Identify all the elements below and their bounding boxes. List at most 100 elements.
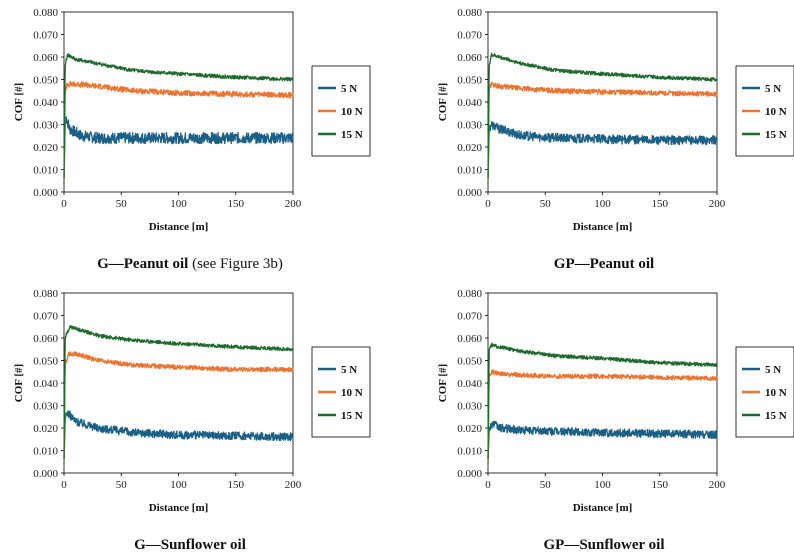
legend-box [735, 65, 794, 157]
series-line-5n [487, 420, 718, 465]
series-line-5n [63, 410, 294, 465]
caption-rest: (see Figure 3b) [188, 256, 283, 272]
y-tick-label: 0.060 [33, 333, 58, 345]
chart-panel-gp-peanut: 0.000 0.010 0.020 0.030 0.040 0.050 0.060 0.070… [424, 0, 794, 270]
x-tick-label: 50 [116, 479, 128, 491]
series-line-10n [63, 351, 294, 462]
y-tick-label: 0.030 [457, 401, 482, 413]
x-tick-label: 50 [540, 198, 552, 210]
x-tick-label: 0 [485, 198, 491, 210]
series-line-15n [487, 52, 718, 179]
caption-bold: GP—Peanut oil [553, 256, 655, 272]
x-tick-label: 100 [170, 198, 187, 210]
legend-label: 5 N [341, 364, 357, 376]
series-line-15n [487, 342, 718, 460]
chart-gp-peanut: 0.000 0.010 0.020 0.030 0.040 0.050 0.060 0.070… [437, 7, 794, 233]
x-tick-label: 100 [170, 479, 187, 491]
series-line-10n [63, 80, 294, 181]
legend-label: 10 N [341, 106, 363, 118]
y-tick-label: 0.060 [457, 52, 482, 64]
y-tick-label: 0.080 [457, 288, 482, 300]
y-tick-label: 0.010 [457, 165, 482, 177]
legend-label: 15 N [765, 410, 787, 422]
y-tick-label: 0.000 [33, 187, 58, 199]
y-tick-label: 0.020 [457, 142, 482, 154]
x-tick-label: 200 [709, 479, 726, 491]
chart-gp-sunflower: 0.000 0.010 0.020 0.030 0.040 0.050 0.060 0.070… [437, 288, 794, 514]
legend-label: 15 N [341, 129, 363, 141]
y-tick-label: 0.070 [457, 30, 482, 42]
y-tick-label: 0.000 [457, 468, 482, 480]
y-tick-label: 0.050 [33, 75, 58, 87]
y-tick-label: 0.040 [457, 97, 482, 109]
legend-label: 5 N [765, 364, 781, 376]
x-tick-label: 200 [285, 198, 302, 210]
y-tick-label: 0.030 [33, 120, 58, 132]
y-axis-label: COF [#] [437, 364, 449, 402]
y-tick-label: 0.050 [33, 356, 58, 368]
y-tick-label: 0.080 [457, 7, 482, 19]
y-axis-label: COF [#] [13, 364, 25, 402]
y-tick-label: 0.060 [457, 333, 482, 345]
series-line-10n [487, 369, 718, 462]
caption-gp-peanut: GP—Peanut oil [414, 256, 794, 273]
x-tick-label: 0 [485, 479, 491, 491]
plot-area [63, 11, 294, 193]
y-tick-label: 0.050 [457, 356, 482, 368]
y-tick-label: 0.020 [33, 423, 58, 435]
legend-label: 10 N [341, 387, 363, 399]
y-axis-label: COF [#] [13, 83, 25, 121]
x-tick-label: 150 [228, 479, 245, 491]
y-tick-label: 0.040 [33, 378, 58, 390]
x-tick-label: 200 [709, 198, 726, 210]
x-axis-label: Distance [m] [573, 502, 633, 514]
y-tick-label: 0.060 [33, 52, 58, 64]
x-axis-label: Distance [m] [149, 502, 209, 514]
series-line-10n [487, 81, 718, 181]
x-tick-label: 150 [652, 198, 669, 210]
x-tick-label: 50 [540, 479, 552, 491]
x-tick-label: 150 [652, 479, 669, 491]
y-tick-label: 0.010 [33, 165, 58, 177]
plot-area [63, 292, 294, 474]
y-tick-label: 0.070 [457, 311, 482, 323]
y-tick-label: 0.070 [33, 311, 58, 323]
x-tick-label: 150 [228, 198, 245, 210]
legend-label: 10 N [765, 387, 787, 399]
y-tick-label: 0.030 [33, 401, 58, 413]
y-tick-label: 0.020 [457, 423, 482, 435]
y-tick-label: 0.040 [33, 97, 58, 109]
legend-label: 15 N [765, 129, 787, 141]
y-tick-label: 0.050 [457, 75, 482, 87]
chart-g-sunflower: 0.000 0.010 0.020 0.030 0.040 0.050 0.060 0.070… [13, 288, 371, 514]
x-tick-label: 0 [61, 479, 67, 491]
x-tick-label: 200 [285, 479, 302, 491]
chart-panel-gp-sunflower: 0.000 0.010 0.020 0.030 0.040 0.050 0.060 0.070… [424, 281, 794, 551]
legend-label: 5 N [341, 83, 357, 95]
x-tick-label: 50 [116, 198, 128, 210]
y-tick-label: 0.040 [457, 378, 482, 390]
chart-g-peanut: 0.000 0.010 0.020 0.030 0.040 0.050 0.060 0.070… [13, 7, 371, 233]
y-tick-label: 0.030 [457, 120, 482, 132]
legend-label: 5 N [765, 83, 781, 95]
series-line-5n [63, 116, 294, 184]
y-tick-label: 0.000 [457, 187, 482, 199]
y-tick-label: 0.000 [33, 468, 58, 480]
caption-g-sunflower: G—Sunflower oil [0, 537, 380, 554]
legend-label: 15 N [341, 410, 363, 422]
plot-area [487, 11, 718, 193]
x-axis-label: Distance [m] [573, 221, 633, 233]
y-tick-label: 0.010 [457, 446, 482, 458]
y-axis-label: COF [#] [437, 83, 449, 121]
series-line-15n [63, 325, 294, 460]
y-tick-label: 0.080 [33, 7, 58, 19]
y-tick-label: 0.070 [33, 30, 58, 42]
caption-bold: G—Sunflower oil [134, 537, 246, 553]
x-tick-label: 0 [61, 198, 67, 210]
y-tick-label: 0.020 [33, 142, 58, 154]
y-tick-label: 0.080 [33, 288, 58, 300]
caption-gp-sunflower: GP—Sunflower oil [414, 537, 794, 554]
chart-panel-g-sunflower: 0.000 0.010 0.020 0.030 0.040 0.050 0.060 0.070… [0, 281, 380, 551]
caption-g-peanut: G—Peanut oil (see Figure 3b) [0, 256, 380, 273]
caption-bold: G—Peanut oil [97, 256, 189, 272]
